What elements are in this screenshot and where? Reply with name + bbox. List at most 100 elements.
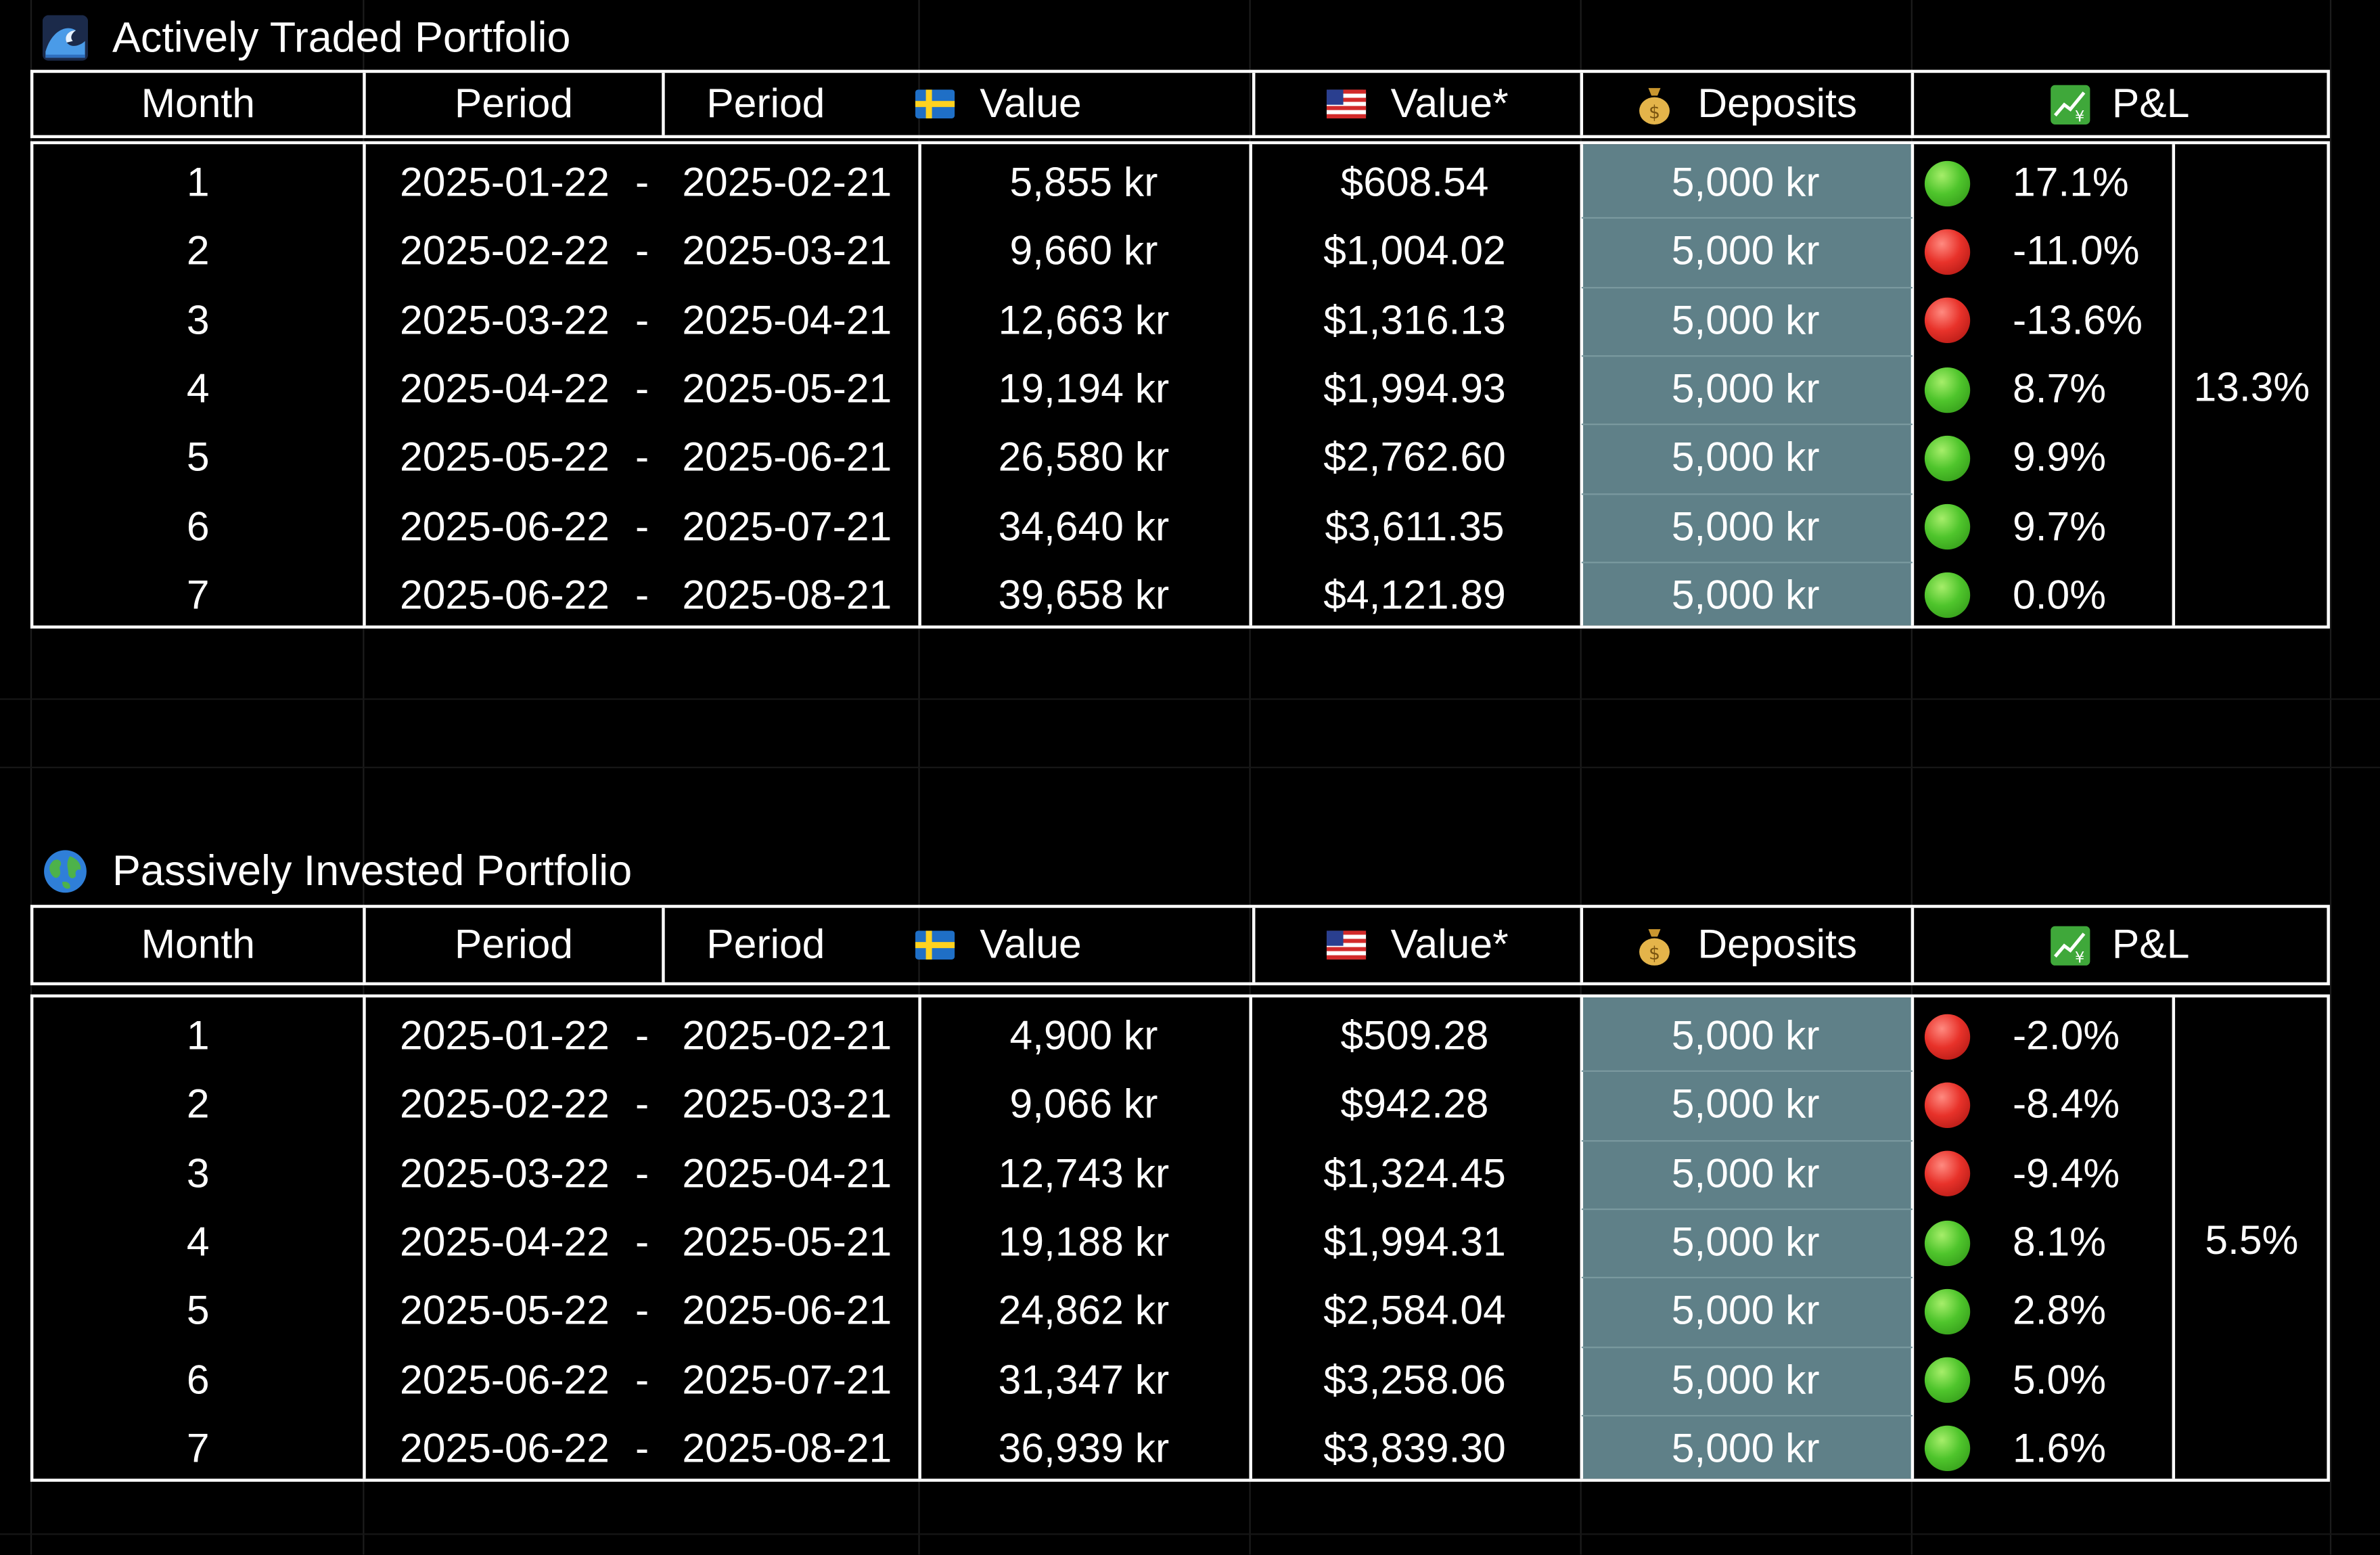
usd-value-cell[interactable]: $1,004.02	[1323, 228, 1506, 274]
period-separator[interactable]: -	[635, 1081, 649, 1127]
deposit-cell[interactable]: 5,000 kr	[1671, 1288, 1820, 1334]
header-pnl[interactable]: ¥ P&L	[1914, 73, 2327, 135]
sek-value-cell[interactable]: 12,663 kr	[998, 297, 1170, 343]
table-row[interactable]: 4 2025-04-22-2025-05-21 19,188 kr $1,994.31…	[33, 1209, 2327, 1278]
pnl-cell[interactable]: 8.1%	[2013, 1219, 2107, 1265]
deposit-cell[interactable]: 5,000 kr	[1671, 1150, 1820, 1196]
period-start-cell[interactable]: 2025-01-22	[400, 159, 610, 206]
period-separator[interactable]: -	[635, 572, 649, 618]
sek-value-cell[interactable]: 19,194 kr	[998, 365, 1170, 412]
period-start-cell[interactable]: 2025-04-22	[400, 365, 610, 412]
period-end-cell[interactable]: 2025-06-21	[682, 434, 892, 480]
table-row[interactable]: 7 2025-06-22-2025-08-21 36,939 kr $3,839.30…	[33, 1415, 2327, 1484]
period-separator[interactable]: -	[635, 1150, 649, 1196]
header-usd-value[interactable]: Value*	[1252, 72, 1584, 135]
header-month[interactable]: Month	[33, 72, 366, 135]
period-separator[interactable]: -	[635, 365, 649, 412]
period-end-cell[interactable]: 2025-03-21	[682, 228, 892, 274]
period-start-cell[interactable]: 2025-06-22	[400, 503, 610, 549]
table-row[interactable]: 3 2025-03-22-2025-04-21 12,743 kr $1,324.45…	[33, 1140, 2327, 1209]
table-row[interactable]: 5 2025-05-22-2025-06-21 26,580 kr $2,762.60…	[33, 424, 2327, 493]
sek-value-cell[interactable]: 19,188 kr	[998, 1219, 1170, 1265]
period-separator[interactable]: -	[635, 1219, 649, 1265]
sek-value-cell[interactable]: 34,640 kr	[998, 503, 1170, 549]
period-end-cell[interactable]: 2025-03-21	[682, 1081, 892, 1127]
table-row[interactable]: 7 2025-06-22-2025-08-21 39,658 kr $4,121.89…	[33, 562, 2327, 631]
period-start-cell[interactable]: 2025-02-22	[400, 228, 610, 274]
month-cell[interactable]: 1	[186, 1012, 210, 1059]
table-row[interactable]: 1 2025-01-22-2025-02-21 4,900 kr $509.28 5,0…	[33, 1002, 2327, 1071]
period-end-cell[interactable]: 2025-05-21	[682, 365, 892, 412]
period-end-cell[interactable]: 2025-08-21	[682, 1425, 892, 1471]
period-end-cell[interactable]: 2025-07-21	[682, 1356, 892, 1403]
period-end-cell[interactable]: 2025-08-21	[682, 572, 892, 618]
deposit-cell[interactable]: 5,000 kr	[1671, 1081, 1820, 1127]
period-start-cell[interactable]: 2025-05-22	[400, 434, 610, 480]
table-row[interactable]: 3 2025-03-22-2025-04-21 12,663 kr $1,316.13…	[33, 286, 2327, 355]
usd-value-cell[interactable]: $2,762.60	[1323, 434, 1506, 480]
month-cell[interactable]: 7	[186, 572, 210, 618]
period-separator[interactable]: -	[635, 434, 649, 480]
header-deposits[interactable]: $ Deposits	[1583, 72, 1915, 135]
usd-value-cell[interactable]: $509.28	[1340, 1012, 1489, 1059]
period-separator[interactable]: -	[635, 1012, 649, 1059]
usd-value-cell[interactable]: $3,611.35	[1325, 503, 1505, 549]
period-end-cell[interactable]: 2025-02-21	[682, 1012, 892, 1059]
pnl-cell[interactable]: 17.1%	[2013, 159, 2129, 206]
table-row[interactable]: 6 2025-06-22-2025-07-21 31,347 kr $3,258.06…	[33, 1346, 2327, 1415]
month-cell[interactable]: 3	[186, 297, 210, 343]
usd-value-cell[interactable]: $1,994.31	[1323, 1219, 1506, 1265]
period-separator[interactable]: -	[635, 159, 649, 206]
period-start-cell[interactable]: 2025-05-22	[400, 1288, 610, 1334]
period-separator[interactable]: -	[635, 1288, 649, 1334]
usd-value-cell[interactable]: $4,121.89	[1323, 572, 1506, 618]
deposit-cell[interactable]: 5,000 kr	[1671, 503, 1820, 549]
pnl-cell[interactable]: 1.6%	[2013, 1425, 2107, 1471]
header-period-end-value[interactable]: Period Value	[665, 908, 1252, 983]
deposit-cell[interactable]: 5,000 kr	[1671, 159, 1820, 206]
sek-value-cell[interactable]: 24,862 kr	[998, 1288, 1170, 1334]
usd-value-cell[interactable]: $1,994.93	[1323, 365, 1506, 412]
sek-value-cell[interactable]: 36,939 kr	[998, 1425, 1170, 1471]
header-period-start[interactable]: Period	[366, 907, 665, 983]
table-row[interactable]: 4 2025-04-22-2025-05-21 19,194 kr $1,994.93…	[33, 355, 2327, 424]
period-end-cell[interactable]: 2025-02-21	[682, 159, 892, 206]
pnl-cell[interactable]: 5.0%	[2013, 1356, 2107, 1403]
deposit-cell[interactable]: 5,000 kr	[1671, 365, 1820, 412]
period-start-cell[interactable]: 2025-06-22	[400, 572, 610, 618]
period-separator[interactable]: -	[635, 503, 649, 549]
period-end-cell[interactable]: 2025-07-21	[682, 503, 892, 549]
pnl-cell[interactable]: 8.7%	[2013, 365, 2107, 412]
pnl-cell[interactable]: 9.7%	[2013, 503, 2107, 549]
deposit-cell[interactable]: 5,000 kr	[1671, 1219, 1820, 1265]
month-cell[interactable]: 1	[186, 159, 210, 206]
usd-value-cell[interactable]: $3,839.30	[1323, 1425, 1506, 1471]
month-cell[interactable]: 7	[186, 1425, 210, 1471]
usd-value-cell[interactable]: $2,584.04	[1323, 1288, 1506, 1334]
month-cell[interactable]: 2	[186, 1081, 210, 1127]
period-start-cell[interactable]: 2025-03-22	[400, 297, 610, 343]
header-pnl[interactable]: ¥ P&L	[1914, 908, 2327, 983]
table-row[interactable]: 1 2025-01-22-2025-02-21 5,855 kr $608.54 5,0…	[33, 149, 2327, 218]
period-end-cell[interactable]: 2025-05-21	[682, 1219, 892, 1265]
usd-value-cell[interactable]: $1,316.13	[1323, 297, 1506, 343]
deposit-cell[interactable]: 5,000 kr	[1671, 228, 1820, 274]
deposit-cell[interactable]: 5,000 kr	[1671, 1356, 1820, 1403]
deposit-cell[interactable]: 5,000 kr	[1671, 572, 1820, 618]
pnl-cell[interactable]: -13.6%	[2013, 297, 2143, 343]
sek-value-cell[interactable]: 9,660 kr	[1009, 228, 1158, 274]
header-month[interactable]: Month	[33, 907, 366, 983]
month-cell[interactable]: 5	[186, 434, 210, 480]
period-separator[interactable]: -	[635, 297, 649, 343]
sek-value-cell[interactable]: 4,900 kr	[1009, 1012, 1158, 1059]
pnl-cell[interactable]: -9.4%	[2013, 1150, 2120, 1196]
month-cell[interactable]: 6	[186, 1356, 210, 1403]
usd-value-cell[interactable]: $1,324.45	[1323, 1150, 1506, 1196]
table-row[interactable]: 6 2025-06-22-2025-07-21 34,640 kr $3,611.35…	[33, 493, 2327, 562]
period-start-cell[interactable]: 2025-06-22	[400, 1425, 610, 1471]
sek-value-cell[interactable]: 9,066 kr	[1009, 1081, 1158, 1127]
pnl-cell[interactable]: 0.0%	[2013, 572, 2107, 618]
average-pnl[interactable]: 5.5%	[2205, 1217, 2299, 1263]
table-row[interactable]: 5 2025-05-22-2025-06-21 24,862 kr $2,584.04…	[33, 1277, 2327, 1346]
period-start-cell[interactable]: 2025-04-22	[400, 1219, 610, 1265]
